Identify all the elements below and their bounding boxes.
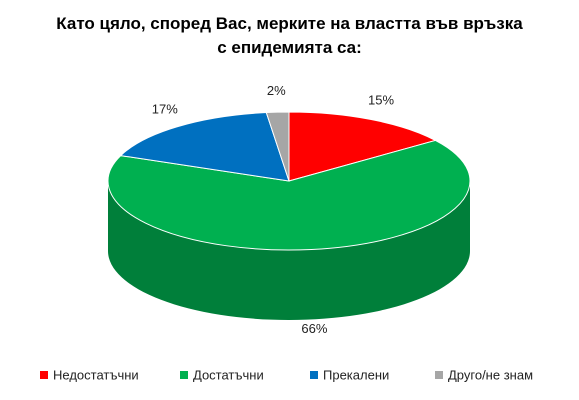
- legend-swatch: [310, 371, 318, 379]
- legend-swatch: [180, 371, 188, 379]
- legend-swatch: [40, 371, 48, 379]
- slice: [119, 112, 290, 182]
- legend-label: Недостатъчни: [53, 367, 139, 382]
- legend-label: Друго/не знам: [448, 367, 533, 382]
- data-label: 66%: [301, 321, 327, 336]
- chart-title: Като цяло, според Вас, мерките на властт…: [56, 14, 523, 57]
- slice: [265, 111, 290, 182]
- data-label: 15%: [368, 93, 394, 108]
- data-label: 17%: [152, 102, 178, 117]
- data-label: 2%: [267, 83, 286, 98]
- legend-swatch: [435, 371, 443, 379]
- legend-label: Прекалени: [323, 367, 389, 382]
- slice: [288, 111, 437, 182]
- legend-label: Достатъчни: [193, 367, 264, 382]
